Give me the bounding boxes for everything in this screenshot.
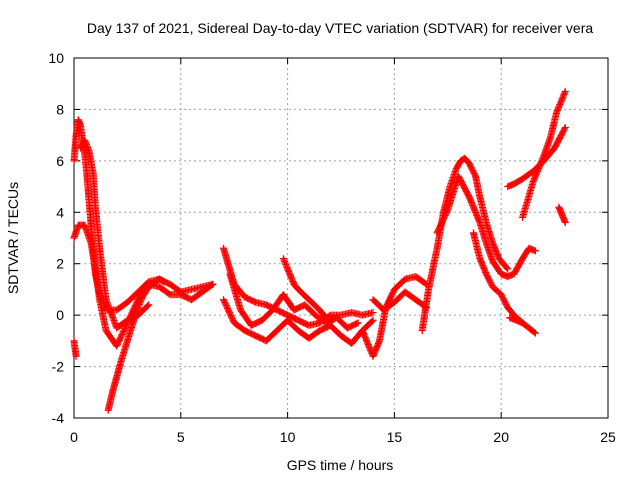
y-tick-label: 10 [48,50,64,66]
data-point [503,264,511,272]
data-point [82,139,90,147]
x-tick-label: 0 [70,429,78,445]
series-track-17 [555,203,569,227]
series-track-9 [279,255,334,327]
chart-title: Day 137 of 2021, Sidereal Day-to-day VTE… [87,20,593,36]
data-point [556,101,564,109]
data-point [209,280,217,288]
data-point [144,302,152,310]
data-point [81,136,89,144]
data-point [561,125,569,133]
data-point [553,107,561,115]
data-point [530,328,538,336]
data-point [282,262,290,270]
data-point [159,277,167,285]
y-tick-label: 6 [56,153,64,169]
data-point [554,105,562,113]
data-point [558,96,566,104]
data-point [83,141,91,149]
data-points [70,87,569,414]
data-point [561,123,569,131]
data-point [135,300,143,308]
data-point [84,145,92,153]
data-point [326,319,334,327]
data-point [135,302,143,310]
data-point [354,319,362,327]
plot-frame [73,57,609,419]
data-point [282,260,290,268]
data-point [137,298,145,306]
data-point [561,87,569,95]
data-point [443,207,451,215]
series-track-4 [104,275,168,414]
data-point [519,319,527,327]
data-point [84,144,92,152]
series-track-7 [220,296,377,347]
data-point [365,343,373,351]
data-point [81,138,89,146]
data-point [369,309,377,317]
data-point [137,296,145,304]
series-track-16 [519,87,569,221]
data-point [145,301,153,309]
series-track-12 [418,154,512,335]
x-tick-label: 25 [600,429,616,445]
y-tick-label: 8 [56,101,64,117]
data-point [553,108,561,116]
y-tick-label: 4 [56,204,64,220]
series-track-18 [506,314,527,327]
grid [74,58,608,418]
x-axis-label: GPS time / hours [287,457,394,473]
x-tick-label: 5 [177,429,185,445]
series-track-5 [70,337,80,360]
data-point [504,265,512,273]
series-track-11 [369,288,430,314]
series-track-8 [226,270,362,332]
series-track-1 [70,116,217,314]
data-point [555,102,563,110]
data-point [208,281,216,289]
data-point [557,98,565,106]
data-point [83,142,91,150]
y-tick-label: -2 [52,359,65,375]
y-tick-label: 2 [56,256,64,272]
data-point [160,278,168,286]
data-point [558,95,566,103]
data-point [134,303,142,311]
data-point [136,299,144,307]
y-tick-label: 0 [56,307,64,323]
data-point [556,99,564,107]
data-point [531,329,539,337]
x-tick-label: 10 [280,429,296,445]
series-track-13 [433,172,539,281]
data-point [561,89,569,97]
data-point [368,317,376,325]
data-point [280,256,288,264]
y-axis-label: SDTVAR / TECUs [5,182,21,294]
series-track-10 [358,273,430,360]
data-point [72,352,80,360]
data-point [366,345,374,353]
x-tick-label: 20 [493,429,509,445]
data-point [365,342,373,350]
x-tick-label: 15 [387,429,403,445]
data-point [555,104,563,112]
data-point [281,258,289,266]
data-point [560,90,568,98]
axis-ticks: 0 5 10 15 20 25 -4 -2 0 2 4 6 8 10 [48,50,616,445]
data-point [531,247,539,255]
data-point [325,318,333,326]
data-point [353,320,361,327]
y-tick-label: -4 [52,410,65,426]
data-point [561,219,569,227]
data-point [281,259,289,267]
data-point [369,316,377,324]
data-point [559,92,567,100]
data-point [559,93,567,101]
data-point [279,255,287,263]
